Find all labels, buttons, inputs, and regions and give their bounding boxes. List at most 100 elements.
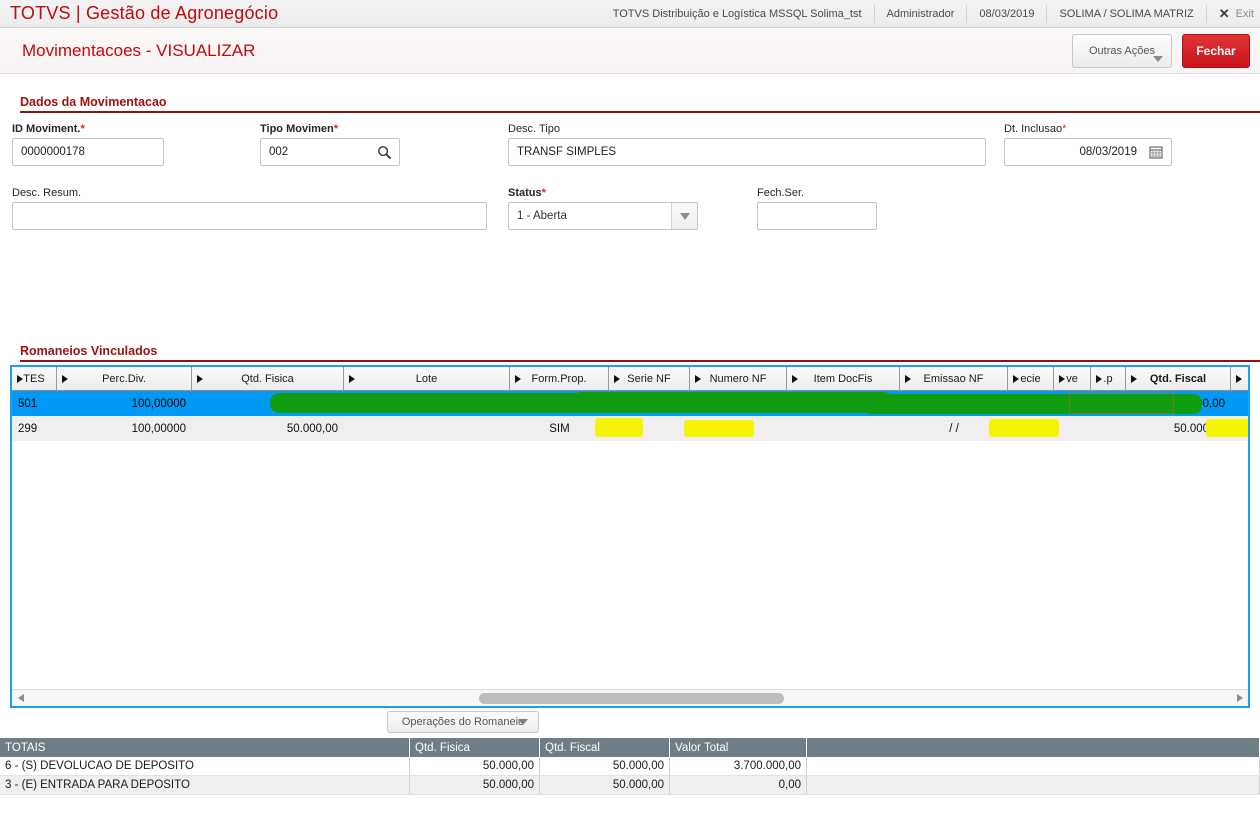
grid-column-header[interactable]: .p bbox=[1091, 367, 1126, 390]
column-menu-icon[interactable] bbox=[1236, 374, 1242, 383]
table-cell[interactable]: 50.000,00 bbox=[286, 397, 338, 410]
brand-title: TOTVS | Gestão de Agronegócio bbox=[10, 3, 279, 23]
table-cell[interactable] bbox=[609, 416, 690, 441]
application-bar: TOTVS | Gestão de Agronegócio TOTVS Dist… bbox=[0, 0, 1260, 28]
totals-cell: 6 - (S) DEVOLUCAO DE DEPOSITO bbox=[0, 757, 410, 775]
required-asterisk: * bbox=[80, 123, 85, 135]
table-cell[interactable]: 100,00000 bbox=[131, 422, 186, 435]
operacoes-romaneio-button[interactable]: Operações do Romaneio bbox=[387, 711, 539, 733]
table-cell[interactable] bbox=[787, 416, 900, 441]
totals-cell: 50.000,00 bbox=[410, 757, 540, 775]
table-cell[interactable]: 0,0000 bbox=[1231, 416, 1248, 441]
table-cell[interactable] bbox=[690, 416, 787, 441]
totals-cell bbox=[807, 757, 1260, 775]
table-row[interactable]: 299 100,00000 50.000,00 SIM / / 50.000,00 0,00… bbox=[12, 416, 1248, 441]
outras-acoes-button[interactable]: Outras Ações bbox=[1072, 33, 1172, 68]
grid-column-header[interactable]: Perc.Div. bbox=[57, 367, 192, 390]
grid-horizontal-scrollbar[interactable] bbox=[12, 689, 1248, 706]
calendar-icon[interactable] bbox=[1147, 143, 1165, 161]
id-moviment-input[interactable]: 0000000178 bbox=[12, 138, 164, 166]
grid-column-header[interactable]: Qtd. Fisica bbox=[192, 367, 344, 390]
scrollbar-track[interactable] bbox=[29, 690, 1231, 707]
grid-column-header[interactable]: TES bbox=[12, 367, 57, 390]
chevron-right-icon[interactable] bbox=[1231, 690, 1248, 707]
status-select[interactable]: 1 - Aberta bbox=[508, 202, 698, 230]
column-menu-icon[interactable] bbox=[17, 374, 23, 383]
page-title: Movimentacoes - VISUALIZAR bbox=[22, 40, 256, 60]
chevron-left-icon[interactable] bbox=[12, 690, 29, 707]
grid-column-header[interactable]: Emissao NF bbox=[900, 367, 1008, 390]
dt-inclusao-input[interactable]: 08/03/2019 bbox=[1004, 138, 1172, 166]
totals-column-header bbox=[807, 738, 1260, 757]
column-menu-icon[interactable] bbox=[905, 374, 911, 383]
id-moviment-value: 0000000178 bbox=[21, 146, 85, 158]
table-cell[interactable]: SIM bbox=[549, 397, 570, 410]
table-cell[interactable] bbox=[787, 391, 900, 416]
table-cell[interactable]: 001 bbox=[639, 397, 660, 410]
grid-column-header-label: ve bbox=[1066, 372, 1078, 385]
table-cell[interactable] bbox=[344, 391, 510, 416]
column-menu-icon[interactable] bbox=[1059, 374, 1065, 383]
grid-column-header[interactable]: Lote bbox=[344, 367, 510, 390]
table-cell[interactable]: / / bbox=[949, 422, 959, 435]
dt-inclusao-value: 08/03/2019 bbox=[1079, 146, 1137, 158]
grid-column-header-label: Numero NF bbox=[709, 372, 767, 385]
grid-column-header[interactable]: Form.Prop. bbox=[510, 367, 609, 390]
page-title-bar: Movimentacoes - VISUALIZAR Outras Ações … bbox=[0, 28, 1260, 74]
column-menu-icon[interactable] bbox=[1131, 374, 1137, 383]
desc-resum-input[interactable] bbox=[12, 202, 487, 230]
table-row[interactable]: 501 100,00000 50.000,00 SIM 001 000059600 08/0… bbox=[12, 391, 1248, 416]
section-dados-movimentacao: Dados da Movimentacao bbox=[20, 95, 1260, 113]
column-menu-icon[interactable] bbox=[62, 374, 68, 383]
grid-column-header-label: Qtd. Fisica bbox=[241, 372, 294, 385]
table-cell[interactable] bbox=[1054, 416, 1091, 441]
column-menu-icon[interactable] bbox=[197, 374, 203, 383]
table-cell[interactable] bbox=[1091, 416, 1126, 441]
table-cell[interactable]: SIM bbox=[549, 422, 570, 435]
grid-column-header[interactable]: ve bbox=[1054, 367, 1091, 390]
chevron-down-icon[interactable] bbox=[671, 203, 697, 229]
chevron-down-icon bbox=[518, 719, 528, 725]
totals-header-row: TOTAIS Qtd. Fisica Qtd. Fiscal Valor Total bbox=[0, 738, 1260, 757]
fech-ser-input[interactable] bbox=[757, 202, 877, 230]
grid-column-header[interactable]: Serie NF bbox=[609, 367, 690, 390]
column-menu-icon[interactable] bbox=[792, 374, 798, 383]
column-menu-icon[interactable] bbox=[349, 374, 355, 383]
table-cell[interactable]: 08/03/2019 bbox=[925, 397, 983, 410]
table-cell[interactable] bbox=[344, 416, 510, 441]
table-cell[interactable]: 74,0000 bbox=[1231, 391, 1248, 416]
column-menu-icon[interactable] bbox=[1013, 374, 1019, 383]
column-menu-icon[interactable] bbox=[695, 374, 701, 383]
grid-column-header[interactable]: Numero NF bbox=[690, 367, 787, 390]
grid-column-header-label: Emissao NF bbox=[923, 372, 984, 385]
desc-tipo-input[interactable]: TRANSF SIMPLES bbox=[508, 138, 986, 166]
column-menu-icon[interactable] bbox=[614, 374, 620, 383]
environment-label: TOTVS Distribuição e Logística MSSQL Sol… bbox=[612, 7, 862, 20]
section-romaneios-title: Romaneios Vinculados bbox=[20, 344, 158, 358]
table-cell[interactable]: 299 bbox=[18, 422, 38, 435]
grid-column-header[interactable]: Item DocFis bbox=[787, 367, 900, 390]
appbar-info-group: TOTVS Distribuição e Logística MSSQL Sol… bbox=[601, 0, 1260, 27]
grid-column-header[interactable]: ecie bbox=[1008, 367, 1054, 390]
exit-button[interactable]: ✕ Exit bbox=[1205, 4, 1260, 23]
grid-column-header[interactable]: Qtd. Fiscal bbox=[1126, 367, 1231, 390]
column-menu-icon[interactable] bbox=[1096, 374, 1102, 383]
table-cell[interactable] bbox=[1008, 416, 1054, 441]
scrollbar-thumb[interactable] bbox=[479, 692, 784, 704]
totals-row: 6 - (S) DEVOLUCAO DE DEPOSITO 50.000,00 50… bbox=[0, 757, 1260, 776]
grid-column-header[interactable]: Vlr. Unit bbox=[1231, 367, 1248, 390]
grid-column-header-label: Item DocFis bbox=[813, 372, 873, 385]
table-cell[interactable]: 501 bbox=[18, 397, 38, 410]
table-cell[interactable]: SPED bbox=[1015, 397, 1047, 410]
tipo-movimen-input[interactable]: 002 bbox=[260, 138, 400, 166]
table-cell[interactable]: 50.000,00 bbox=[1173, 422, 1225, 435]
grid-column-header-label: Qtd. Fiscal bbox=[1149, 372, 1207, 385]
column-menu-icon[interactable] bbox=[515, 374, 521, 383]
fechar-button[interactable]: Fechar bbox=[1182, 33, 1250, 68]
table-cell[interactable]: 100,00000 bbox=[131, 397, 186, 410]
table-cell[interactable]: 50.000,00 bbox=[286, 422, 338, 435]
table-cell[interactable]: 000059600 bbox=[709, 397, 768, 410]
fechar-label: Fechar bbox=[1196, 43, 1236, 58]
grid-column-header-label: Form.Prop. bbox=[531, 372, 587, 385]
search-icon[interactable] bbox=[375, 143, 393, 161]
